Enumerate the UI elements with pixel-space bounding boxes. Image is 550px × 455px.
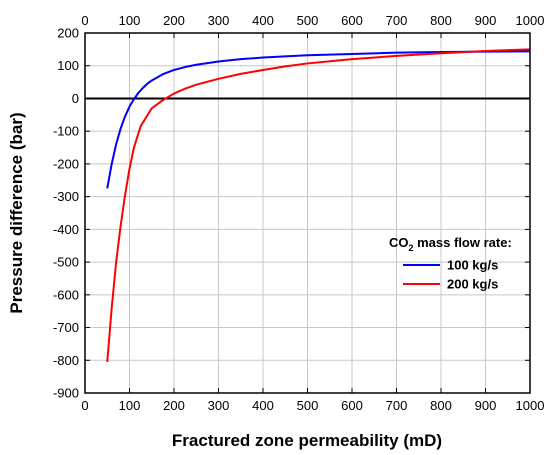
x-tick-label-bottom: 400 [252, 398, 274, 413]
x-tick-label-top: 900 [475, 13, 497, 28]
series-line-1 [106, 50, 531, 189]
y-tick-label: 100 [57, 58, 79, 73]
x-tick-label-bottom: 700 [386, 398, 408, 413]
series-layer [106, 48, 531, 362]
x-tick-label-bottom: 300 [208, 398, 230, 413]
legend: CO2 mass flow rate: 100 kg/s 200 kg/s [389, 235, 512, 292]
x-tick-label-top: 300 [208, 13, 230, 28]
x-tick-label-bottom: 100 [119, 398, 141, 413]
y-tick-label: -200 [53, 156, 79, 171]
y-tick-label: 200 [57, 26, 79, 41]
x-tick-label-bottom: 200 [163, 398, 185, 413]
x-tick-label-bottom: 0 [81, 398, 88, 413]
x-tick-label-top: 400 [252, 13, 274, 28]
y-tick-label: -600 [53, 287, 79, 302]
x-tick-label-top: 500 [297, 13, 319, 28]
y-axis-title: Pressure difference (bar) [7, 112, 26, 313]
x-tick-label-bottom: 500 [297, 398, 319, 413]
y-tick-label: -800 [53, 353, 79, 368]
tick-marks [84, 32, 531, 394]
legend-title-subscript: 2 [409, 243, 414, 253]
x-tick-label-top: 100 [119, 13, 141, 28]
x-tick-label-bottom: 600 [341, 398, 363, 413]
x-tick-label-top: 700 [386, 13, 408, 28]
y-tick-label: -100 [53, 124, 79, 139]
x-tick-label-top: 800 [430, 13, 452, 28]
legend-label-1: 100 kg/s [447, 258, 498, 273]
x-tick-label-bottom: 1000 [516, 398, 545, 413]
tick-labels: 0 0 100 100 200 200 300 300 400 400 500 500 600 600 70… [53, 13, 544, 413]
legend-title-rest: mass flow rate: [414, 235, 512, 250]
legend-title-main: CO [389, 235, 409, 250]
x-tick-label-bottom: 900 [475, 398, 497, 413]
x-tick-label-top: 200 [163, 13, 185, 28]
legend-label-2: 200 kg/s [447, 277, 498, 292]
y-tick-label: -700 [53, 320, 79, 335]
y-tick-label: -300 [53, 189, 79, 204]
x-tick-label-top: 600 [341, 13, 363, 28]
legend-title: CO2 mass flow rate: [389, 235, 512, 253]
x-axis-title: Fractured zone permeability (mD) [172, 431, 442, 450]
x-tick-label-top: 1000 [516, 13, 545, 28]
x-tick-label-bottom: 800 [430, 398, 452, 413]
y-tick-label: -900 [53, 386, 79, 401]
y-tick-label: -400 [53, 222, 79, 237]
y-tick-label: -500 [53, 255, 79, 270]
series-line-2 [106, 48, 531, 362]
y-tick-label: 0 [72, 91, 79, 106]
x-tick-label-top: 0 [81, 13, 88, 28]
